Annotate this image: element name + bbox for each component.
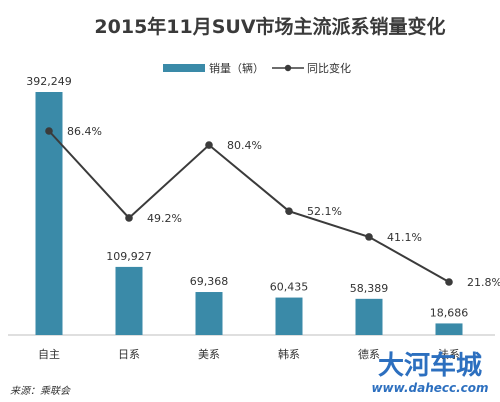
line-labels: 86.4% 49.2% 80.4% 52.1% 41.1% 21.8% xyxy=(67,125,500,289)
line-series xyxy=(45,127,453,286)
line-value-label-4: 41.1% xyxy=(387,231,422,244)
bar-1 xyxy=(115,266,143,335)
legend-line-label: 同比变化 xyxy=(307,61,351,75)
line-point-5 xyxy=(445,278,453,286)
bar-value-label-4: 58,389 xyxy=(350,282,389,295)
bar-3 xyxy=(275,297,303,335)
bar-4 xyxy=(355,298,383,335)
bar-labels: 392,249 109,927 69,368 60,435 58,389 18,686 xyxy=(26,75,468,319)
source-note: 来源：乘联会 xyxy=(10,385,71,397)
bar-2 xyxy=(195,292,223,335)
line-value-label-5: 21.8% xyxy=(467,276,500,289)
bar-value-label-0: 392,249 xyxy=(26,75,72,88)
legend-line-marker xyxy=(284,64,292,72)
bar-value-label-1: 109,927 xyxy=(106,250,152,263)
category-label-2: 美系 xyxy=(198,348,220,361)
category-label-5: 法系 xyxy=(438,347,460,361)
watermark-url: www.dahecc.com xyxy=(371,381,488,395)
category-labels: 自主 日系 美系 韩系 德系 法系 xyxy=(38,347,460,361)
line-value-label-2: 80.4% xyxy=(227,139,262,152)
bar-5 xyxy=(435,323,463,335)
bar-value-label-3: 60,435 xyxy=(270,281,309,294)
line-value-label-0: 86.4% xyxy=(67,125,102,138)
legend-bar-label: 销量（辆） xyxy=(209,61,264,75)
line-value-label-3: 52.1% xyxy=(307,205,342,218)
watermark-logo: 大河车城 www.dahecc.com xyxy=(371,350,488,395)
category-label-1: 日系 xyxy=(118,348,140,361)
bar-value-label-2: 69,368 xyxy=(190,275,229,288)
line-value-label-1: 49.2% xyxy=(147,212,182,225)
line-point-4 xyxy=(365,233,373,241)
legend-bar-swatch xyxy=(163,64,205,72)
line-point-1 xyxy=(125,214,133,222)
line-point-0 xyxy=(45,127,53,135)
category-label-0: 自主 xyxy=(38,348,60,361)
category-label-3: 韩系 xyxy=(278,347,300,361)
category-label-4: 德系 xyxy=(358,347,380,361)
legend: 销量（辆） 同比变化 xyxy=(163,61,351,75)
line-point-2 xyxy=(205,141,213,149)
line-point-3 xyxy=(285,207,293,215)
watermark-main: 大河车城 xyxy=(378,350,482,381)
bar-value-label-5: 18,686 xyxy=(430,306,469,319)
chart-title: 2015年11月SUV市场主流派系销量变化 xyxy=(94,15,445,38)
line-path xyxy=(48,130,450,283)
